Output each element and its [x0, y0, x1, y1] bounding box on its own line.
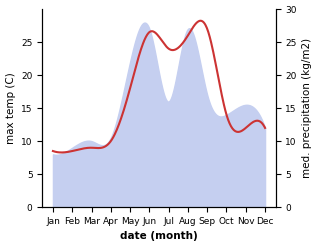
Y-axis label: med. precipitation (kg/m2): med. precipitation (kg/m2): [302, 38, 313, 178]
X-axis label: date (month): date (month): [120, 231, 198, 242]
Y-axis label: max temp (C): max temp (C): [5, 72, 16, 144]
